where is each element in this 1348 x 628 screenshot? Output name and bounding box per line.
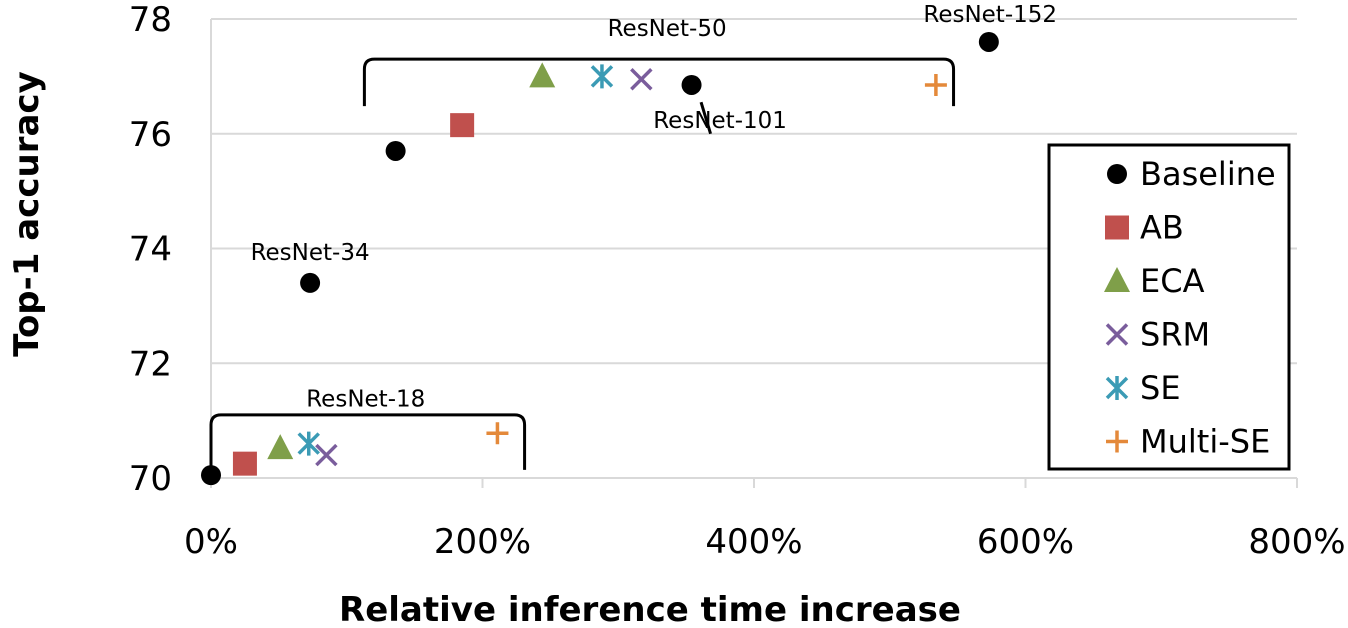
annotation-resnet-18: ResNet-18 — [306, 386, 425, 412]
bracket-resnet18 — [209, 413, 527, 470]
legend-label-baseline: Baseline — [1140, 155, 1276, 193]
point-multi-se-1 — [924, 73, 947, 96]
axes — [210, 19, 1298, 488]
annotation-resnet-101: ResNet-101 — [653, 108, 787, 134]
point-baseline-3 — [681, 74, 702, 95]
marker-shape — [681, 74, 702, 95]
data-points — [201, 31, 999, 486]
marker-shape — [978, 31, 999, 52]
legend-box — [1047, 143, 1291, 471]
point-baseline-1 — [300, 272, 321, 293]
x-tick-label-0: 0% — [184, 522, 238, 562]
legend-label-srm: SRM — [1140, 316, 1210, 354]
marker-shape — [1104, 267, 1130, 292]
legend-marker-se — [1105, 376, 1129, 400]
marker-shape — [1105, 376, 1129, 400]
x-tick-label-200: 200% — [434, 522, 531, 562]
x-tick-label-400: 400% — [705, 522, 802, 562]
marker-shape — [201, 465, 221, 486]
legend-item-ab: AB — [1105, 209, 1184, 247]
group-brackets — [209, 57, 956, 470]
legend-item-baseline: Baseline — [1107, 155, 1276, 193]
x-tick-label-600: 600% — [977, 522, 1074, 562]
point-eca-0 — [267, 434, 294, 460]
marker-shape — [232, 451, 257, 476]
annotation-resnet-34: ResNet-34 — [251, 240, 370, 266]
x-axis-title: Relative inference time increase — [339, 590, 961, 628]
y-tick-label-74: 74 — [129, 230, 172, 270]
marker-shape — [630, 68, 653, 91]
point-baseline-0 — [201, 465, 221, 486]
marker-shape — [529, 62, 556, 88]
leader-line-resnet101 — [699, 101, 712, 135]
point-ab-1 — [450, 113, 475, 138]
y-tick-labels: 70 72 74 76 78 — [129, 0, 172, 499]
marker-shape — [924, 73, 947, 96]
legend-marker-baseline — [1107, 164, 1127, 184]
point-eca-1 — [529, 62, 556, 88]
legend-marker-srm — [1105, 323, 1129, 346]
legend-marker-multi-se — [1106, 430, 1128, 453]
legend-label-ab: AB — [1140, 209, 1184, 247]
point-baseline-4 — [978, 31, 999, 52]
legend-marker-ab — [1105, 215, 1129, 240]
marker-shape — [297, 431, 320, 456]
y-axis-title: Top-1 accuracy — [7, 71, 47, 356]
point-baseline-2 — [385, 140, 406, 161]
marker-shape — [486, 422, 509, 445]
y-tick-label-76: 76 — [129, 115, 172, 155]
marker-shape — [1107, 164, 1127, 184]
point-se-1 — [590, 64, 614, 89]
legend: Baseline AB ECA SRM SE Multi-SE — [1047, 143, 1291, 471]
y-tick-label-78: 78 — [129, 0, 172, 40]
annotations: ResNet-18 ResNet-34 ResNet-50 ResNet-101 Res… — [251, 2, 1057, 412]
point-multi-se-0 — [486, 422, 509, 445]
marker-shape — [385, 140, 406, 161]
legend-label-eca: ECA — [1140, 262, 1205, 300]
legend-item-eca: ECA — [1104, 262, 1205, 300]
x-tick-label-800: 800% — [1248, 522, 1345, 562]
marker-shape — [1106, 430, 1128, 453]
point-se-0 — [297, 431, 320, 456]
point-srm-0 — [315, 443, 338, 467]
legend-item-multi-se: Multi-SE — [1106, 423, 1270, 461]
y-tick-label-72: 72 — [129, 344, 172, 384]
y-tick-label-70: 70 — [129, 459, 172, 499]
legend-label-multi-se: Multi-SE — [1140, 423, 1270, 461]
legend-label-se: SE — [1140, 369, 1181, 407]
point-srm-1 — [630, 68, 653, 91]
x-tick-labels: 0% 200% 400% 600% 800% — [184, 522, 1346, 562]
marker-shape — [590, 64, 614, 89]
marker-shape — [300, 272, 321, 293]
legend-item-se: SE — [1105, 369, 1181, 407]
bracket-resnet50-101 — [362, 57, 956, 107]
marker-shape — [267, 434, 294, 460]
annotation-resnet-152: ResNet-152 — [923, 2, 1057, 28]
legend-item-srm: SRM — [1105, 316, 1210, 354]
legend-marker-eca — [1104, 267, 1130, 292]
marker-shape — [1105, 215, 1129, 240]
point-ab-0 — [232, 451, 257, 476]
marker-shape — [1105, 323, 1129, 346]
annotation-resnet-50: ResNet-50 — [608, 16, 727, 42]
marker-shape — [315, 443, 338, 467]
marker-shape — [450, 113, 475, 138]
